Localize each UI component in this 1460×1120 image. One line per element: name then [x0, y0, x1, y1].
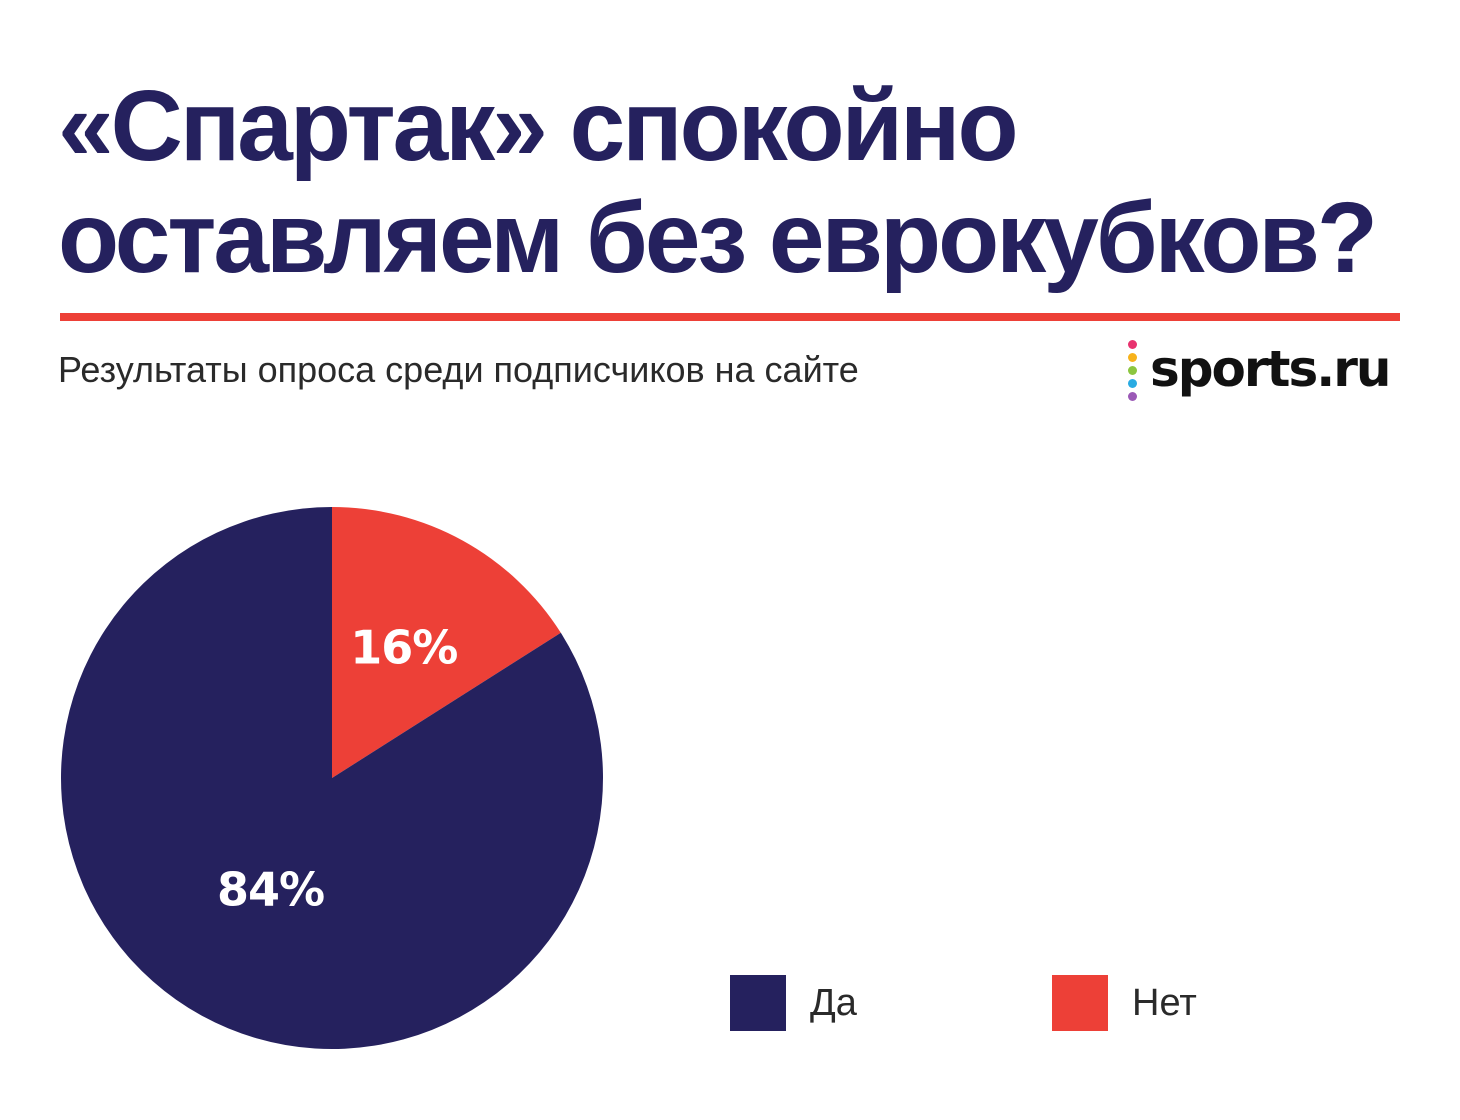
title-divider: [60, 313, 1400, 321]
chart-title-line-2: оставляем без еврокубков?: [58, 182, 1378, 294]
logo-dot-4: [1128, 379, 1137, 388]
logo-dot-2: [1128, 353, 1137, 362]
logo-dot-1: [1128, 340, 1137, 349]
pie-slice-yes: [60, 507, 603, 1049]
legend-label-yes: Да: [810, 982, 857, 1024]
chart-subtitle: Результаты опроса среди подписчиков на с…: [58, 349, 859, 390]
legend-label-no: Нет: [1132, 982, 1197, 1024]
legend-swatch-no: [1052, 975, 1108, 1031]
logo-dots-icon: [1128, 340, 1138, 405]
logo-dot-3: [1128, 366, 1137, 375]
sports-ru-logo: sports.ru: [1128, 336, 1408, 406]
legend-swatch-yes: [730, 975, 786, 1031]
slice-label-yes: 84%: [217, 863, 324, 917]
chart-title: «Спартак» спокойно оставляем без еврокуб…: [58, 70, 1418, 294]
chart-title-line-1: «Спартак» спокойно: [58, 70, 1019, 182]
logo-text: sports.ru: [1150, 340, 1391, 398]
slice-label-no: 16%: [350, 620, 457, 674]
logo-dot-5: [1128, 392, 1137, 401]
pie-slice-no: [332, 507, 561, 778]
